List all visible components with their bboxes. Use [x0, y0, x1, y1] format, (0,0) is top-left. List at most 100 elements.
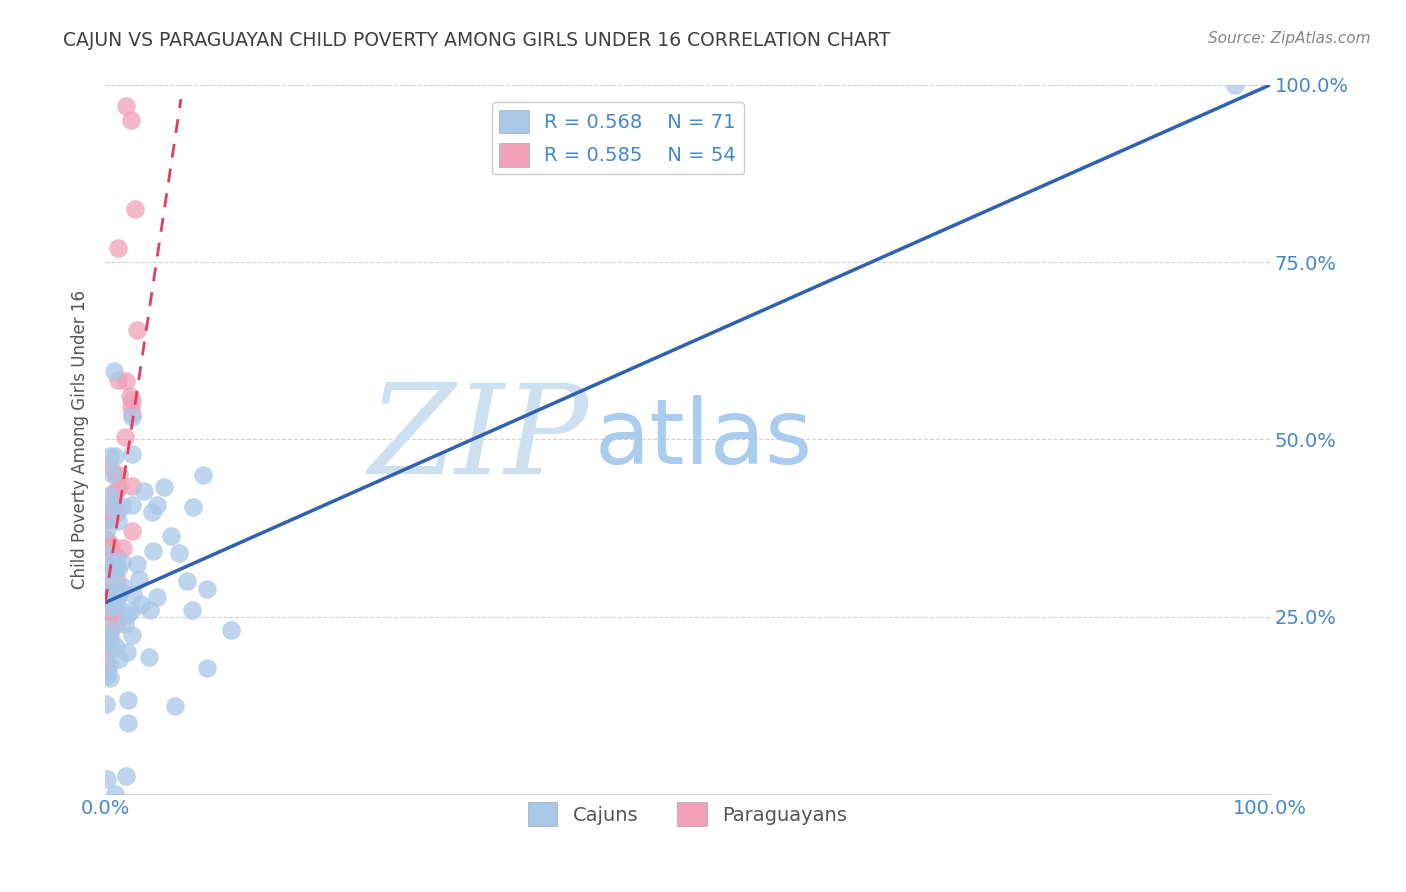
Point	[98, 622, 121, 636]
Point	[96, 512, 118, 526]
Point	[96, 697, 118, 711]
Point	[107, 562, 129, 576]
Point	[100, 640, 122, 655]
Point	[103, 565, 125, 579]
Point	[120, 113, 142, 128]
Point	[121, 498, 143, 512]
Point	[97, 511, 120, 525]
Point	[107, 373, 129, 387]
Point	[132, 483, 155, 498]
Point	[96, 586, 118, 600]
Point	[97, 547, 120, 561]
Point	[121, 407, 143, 421]
Point	[121, 628, 143, 642]
Legend: Cajuns, Paraguayans: Cajuns, Paraguayans	[520, 795, 855, 834]
Point	[108, 467, 131, 482]
Point	[104, 787, 127, 801]
Point	[104, 640, 127, 654]
Point	[115, 645, 138, 659]
Point	[118, 389, 141, 403]
Point	[98, 488, 121, 502]
Point	[100, 599, 122, 614]
Point	[96, 631, 118, 645]
Point	[96, 522, 118, 536]
Point	[221, 624, 243, 638]
Point	[100, 500, 122, 515]
Point	[108, 652, 131, 666]
Point	[96, 772, 118, 786]
Point	[180, 603, 202, 617]
Point	[111, 555, 134, 569]
Point	[104, 558, 127, 572]
Point	[121, 479, 143, 493]
Point	[104, 450, 127, 464]
Point	[193, 467, 215, 482]
Point	[124, 202, 146, 217]
Point	[121, 587, 143, 601]
Point	[114, 616, 136, 631]
Point	[115, 374, 138, 388]
Point	[96, 583, 118, 598]
Point	[125, 558, 148, 572]
Point	[97, 639, 120, 653]
Point	[115, 769, 138, 783]
Point	[100, 632, 122, 646]
Point	[165, 699, 187, 714]
Point	[121, 392, 143, 407]
Point	[103, 605, 125, 619]
Point	[97, 541, 120, 555]
Point	[181, 500, 204, 515]
Point	[98, 624, 121, 638]
Point	[111, 499, 134, 513]
Point	[96, 605, 118, 619]
Point	[104, 468, 127, 483]
Point	[195, 582, 218, 596]
Point	[169, 547, 191, 561]
Point	[146, 498, 169, 512]
Point	[96, 663, 118, 677]
Point	[100, 538, 122, 552]
Point	[129, 597, 152, 611]
Point	[108, 480, 131, 494]
Point	[104, 549, 127, 563]
Point	[98, 503, 121, 517]
Point	[107, 608, 129, 623]
Point	[96, 545, 118, 559]
Point	[96, 558, 118, 573]
Y-axis label: Child Poverty Among Girls Under 16: Child Poverty Among Girls Under 16	[72, 290, 89, 589]
Point	[96, 562, 118, 576]
Point	[159, 529, 181, 543]
Point	[141, 505, 163, 519]
Point	[105, 483, 128, 498]
Point	[117, 715, 139, 730]
Point	[114, 430, 136, 444]
Point	[115, 607, 138, 622]
Point	[108, 583, 131, 598]
Point	[105, 573, 128, 587]
Point	[117, 693, 139, 707]
Point	[142, 544, 165, 558]
Point	[110, 583, 132, 598]
Point	[103, 486, 125, 500]
Point	[105, 505, 128, 519]
Point	[96, 583, 118, 598]
Point	[98, 450, 121, 464]
Point	[98, 547, 121, 561]
Point	[103, 593, 125, 607]
Point	[105, 593, 128, 607]
Point	[98, 658, 121, 673]
Point	[120, 400, 142, 414]
Text: ZIP: ZIP	[368, 379, 589, 500]
Point	[195, 660, 218, 674]
Point	[176, 574, 198, 589]
Point	[96, 605, 118, 619]
Text: Source: ZipAtlas.com: Source: ZipAtlas.com	[1208, 31, 1371, 46]
Point	[103, 364, 125, 378]
Point	[121, 447, 143, 461]
Point	[103, 498, 125, 512]
Point	[101, 467, 124, 482]
Point	[1223, 78, 1246, 92]
Point	[96, 511, 118, 525]
Point	[128, 572, 150, 586]
Point	[107, 241, 129, 255]
